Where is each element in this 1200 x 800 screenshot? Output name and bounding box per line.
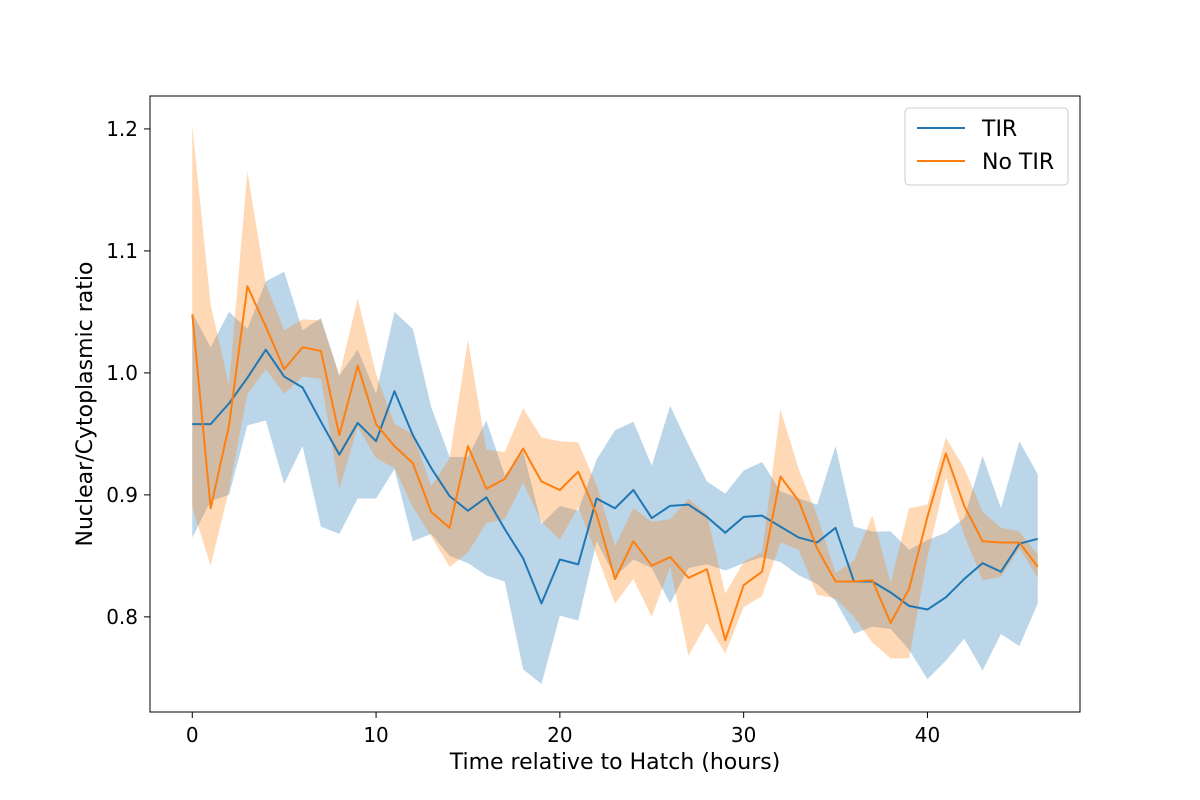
plot-frame [149,95,1081,713]
x-axis-ticks: 0 10 20 30 40 [186,712,940,747]
x-tick-label: 10 [363,723,388,747]
x-tick-label: 40 [915,723,940,747]
y-tick-label: 1.0 [106,361,138,385]
series-lines [191,285,1039,642]
y-axis-label: Nuclear/Cytoplasmic ratio [73,262,98,547]
x-tick-label: 30 [731,723,756,747]
y-tick-label: 1.2 [106,117,138,141]
x-axis-label: Time relative to Hatch (hours) [449,750,781,775]
y-axis-ticks: 0.8 0.9 1.0 1.1 1.2 [106,117,150,629]
x-tick-label: 0 [186,723,199,747]
legend-label-no-tir: No TIR [982,150,1054,175]
band-no-tir [192,125,1038,659]
y-tick-label: 1.1 [106,239,138,263]
legend-label-tir: TIR [981,117,1017,142]
x-tick-label: 20 [547,723,572,747]
series-line-no-tir [191,285,1039,642]
y-tick-label: 0.9 [106,483,138,507]
series-line-tir [192,348,1038,611]
band-tir [192,271,1038,684]
y-tick-label: 0.8 [106,605,138,629]
legend: TIR No TIR [904,107,1069,186]
confidence-bands [192,125,1038,684]
